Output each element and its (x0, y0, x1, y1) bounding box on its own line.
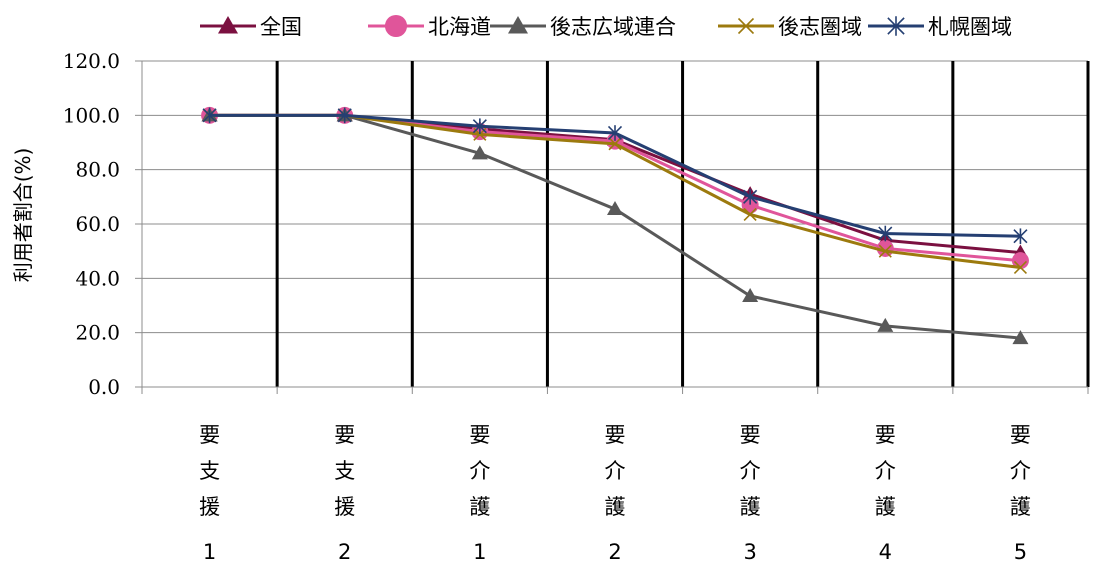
y-tick-label: 80.0 (75, 158, 120, 182)
x-category-char: 要 (1010, 423, 1031, 447)
star-marker (607, 125, 623, 141)
x-category-char: 要 (199, 423, 220, 447)
x-category-char: 支 (199, 459, 220, 483)
triangle-marker (218, 16, 238, 34)
axes (135, 60, 1089, 394)
legend-item: 全国 (200, 15, 302, 39)
legend-label: 後志広域連合 (550, 15, 676, 39)
x-category-char: 介 (605, 459, 626, 483)
star-marker (1013, 228, 1028, 245)
x-category-char: 援 (334, 495, 355, 519)
x-category-label: 要介護 3 (740, 423, 761, 563)
legend-label: 全国 (260, 15, 302, 39)
x-category-char: 護 (1010, 495, 1031, 519)
x-category-label: 要介護 4 (875, 423, 896, 563)
x-category-label: 要介護 5 (1010, 423, 1031, 563)
x-marker (1013, 260, 1027, 275)
y-tick-label: 60.0 (75, 212, 120, 236)
star-marker (472, 118, 487, 134)
x-category-char: 要 (605, 423, 626, 447)
x-category-char: 護 (875, 495, 896, 519)
y-axis-label: 利用者割合(%) (11, 148, 35, 283)
x-category-number: 2 (338, 540, 351, 563)
x-category-label: 要介護 1 (469, 423, 490, 563)
x-category-char: 護 (469, 495, 490, 519)
x-category-char: 要 (469, 423, 490, 447)
y-tick-label: 20.0 (75, 321, 120, 345)
legend-label: 後志圏域 (778, 15, 862, 39)
x-marker (608, 137, 622, 151)
star-marker (337, 107, 352, 124)
x-category-char: 要 (740, 423, 761, 447)
x-category-label: 要支援 1 (199, 423, 220, 563)
triangle-marker (508, 16, 528, 34)
y-tick-label: 40.0 (75, 266, 120, 290)
x-marker (737, 17, 755, 35)
series-札幌圏域 (202, 107, 1028, 245)
star-marker (878, 225, 893, 242)
x-category-number: 2 (608, 540, 621, 563)
x-category-number: 1 (203, 540, 216, 563)
x-marker (743, 207, 757, 222)
legend-item: 北海道 (368, 14, 491, 39)
y-tick-labels: 0.0 20.0 40.0 60.0 80.0 100.0 120.0 (63, 49, 120, 399)
x-category-char: 要 (875, 423, 896, 447)
x-category-char: 介 (740, 459, 761, 483)
triangle-marker (607, 201, 623, 216)
x-category-number: 5 (1014, 540, 1027, 563)
x-category-char: 介 (875, 459, 896, 483)
legend-label: 札幌圏域 (928, 15, 1012, 39)
star-marker (887, 16, 905, 36)
star-marker (743, 189, 758, 205)
x-category-number: 3 (743, 540, 756, 563)
x-category-number: 4 (879, 540, 892, 563)
triangle-marker (1012, 330, 1029, 345)
triangle-marker (471, 145, 488, 160)
legend-label: 北海道 (428, 15, 491, 39)
y-tick-label: 100.0 (63, 103, 120, 127)
series-lines (201, 106, 1029, 345)
x-marker-stroke (737, 17, 755, 35)
legend-item: 札幌圏域 (868, 15, 1012, 39)
x-category-char: 護 (740, 495, 761, 519)
x-marker-stroke (1013, 260, 1027, 275)
x-category-char: 援 (199, 495, 220, 519)
legend-item: 後志広域連合 (490, 15, 676, 39)
legend-item: 後志圏域 (718, 15, 862, 39)
x-category-label: 要介護 2 (605, 423, 626, 563)
triangle-marker (877, 317, 894, 332)
x-marker-stroke (878, 244, 892, 258)
x-category-char: 支 (334, 459, 355, 483)
x-category-label: 要支援 2 (334, 423, 355, 563)
y-tick-label: 120.0 (63, 49, 120, 73)
star-marker (202, 107, 217, 124)
y-tick-label: 0.0 (88, 375, 120, 399)
x-category-char: 介 (1010, 459, 1031, 483)
x-marker (878, 244, 892, 258)
x-category-char: 護 (605, 495, 626, 519)
triangle-marker (742, 287, 759, 302)
x-category-char: 介 (469, 459, 490, 483)
legend: 全国 北海道 後志広域連合 後志圏域 札幌圏域 (200, 14, 1012, 39)
x-marker-stroke (608, 137, 622, 151)
x-marker-stroke (743, 207, 757, 222)
x-category-char: 要 (334, 423, 355, 447)
circle-marker (1011, 252, 1029, 270)
circle-marker (384, 14, 408, 38)
gridlines (142, 60, 1088, 334)
x-category-number: 1 (473, 540, 486, 563)
